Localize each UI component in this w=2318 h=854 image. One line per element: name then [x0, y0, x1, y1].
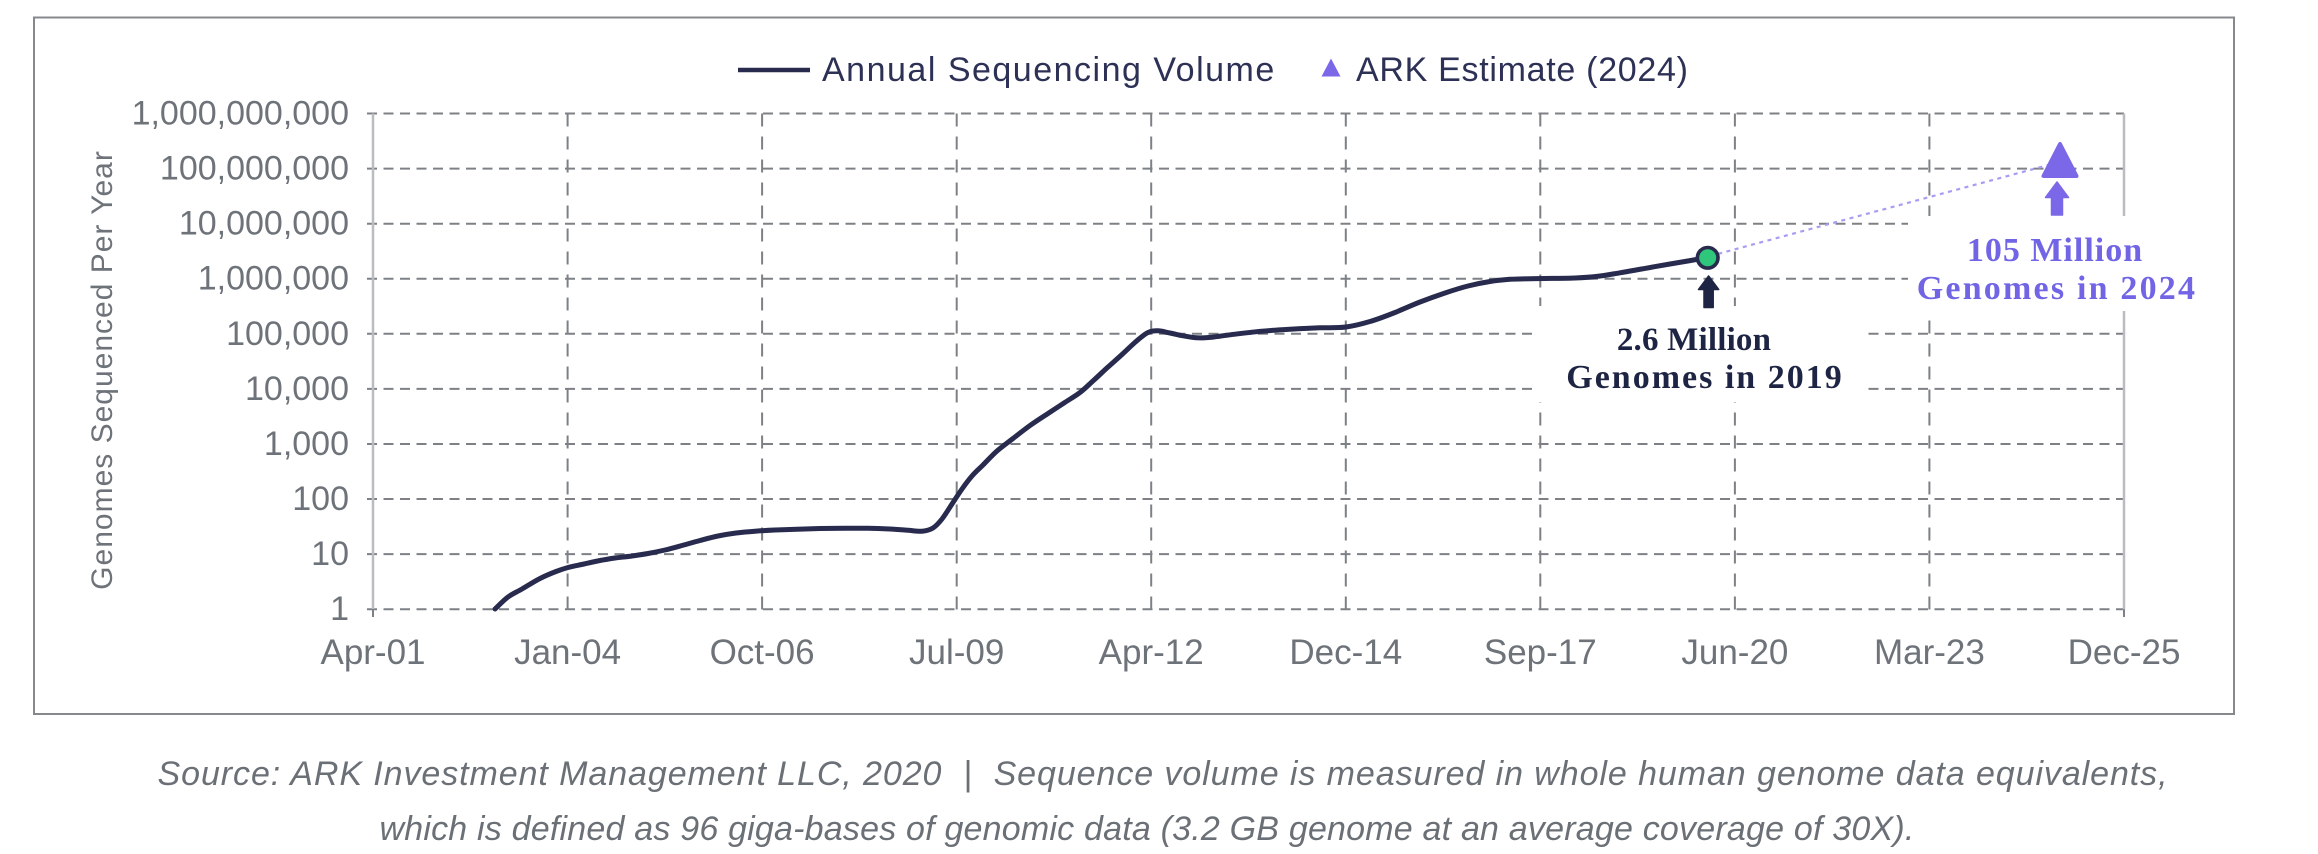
svg-text:Dec-14: Dec-14	[1289, 633, 1402, 672]
svg-text:105 Million: 105 Million	[1967, 232, 2143, 269]
svg-text:Sep-17: Sep-17	[1484, 633, 1597, 672]
svg-text:Dec-25: Dec-25	[2068, 633, 2181, 672]
svg-text:100,000: 100,000	[226, 315, 349, 353]
svg-text:Jun-20: Jun-20	[1681, 633, 1788, 672]
svg-text:Annual Sequencing Volume: Annual Sequencing Volume	[822, 51, 1276, 89]
svg-text:2.6 Million: 2.6 Million	[1617, 322, 1771, 358]
svg-text:which is defined as 96 giga-ba: which is defined as 96 giga-bases of gen…	[379, 810, 1914, 848]
svg-text:Jul-09: Jul-09	[909, 633, 1004, 672]
svg-text:Genomes in 2024: Genomes in 2024	[1917, 270, 2197, 307]
svg-text:1,000: 1,000	[264, 425, 349, 463]
svg-text:1,000,000,000: 1,000,000,000	[132, 95, 349, 133]
svg-text:Jan-04: Jan-04	[514, 633, 621, 672]
svg-text:Genomes Sequenced Per Year: Genomes Sequenced Per Year	[86, 150, 119, 590]
svg-text:Source: ARK Investment Managem: Source: ARK Investment Management LLC, 2…	[158, 755, 2169, 793]
svg-text:100: 100	[292, 480, 349, 518]
svg-text:1: 1	[330, 590, 349, 628]
svg-text:Apr-12: Apr-12	[1099, 633, 1204, 672]
svg-text:Mar-23: Mar-23	[1874, 633, 1985, 672]
svg-text:10,000,000: 10,000,000	[179, 205, 349, 243]
svg-text:100,000,000: 100,000,000	[160, 150, 349, 188]
svg-text:Oct-06: Oct-06	[710, 633, 815, 672]
svg-text:10: 10	[311, 535, 349, 573]
svg-text:Apr-01: Apr-01	[320, 633, 425, 672]
svg-text:10,000: 10,000	[245, 370, 349, 408]
svg-text:Genomes in 2019: Genomes in 2019	[1566, 359, 1843, 396]
svg-text:1,000,000: 1,000,000	[198, 260, 349, 298]
svg-text:ARK Estimate (2024): ARK Estimate (2024)	[1356, 51, 1689, 89]
